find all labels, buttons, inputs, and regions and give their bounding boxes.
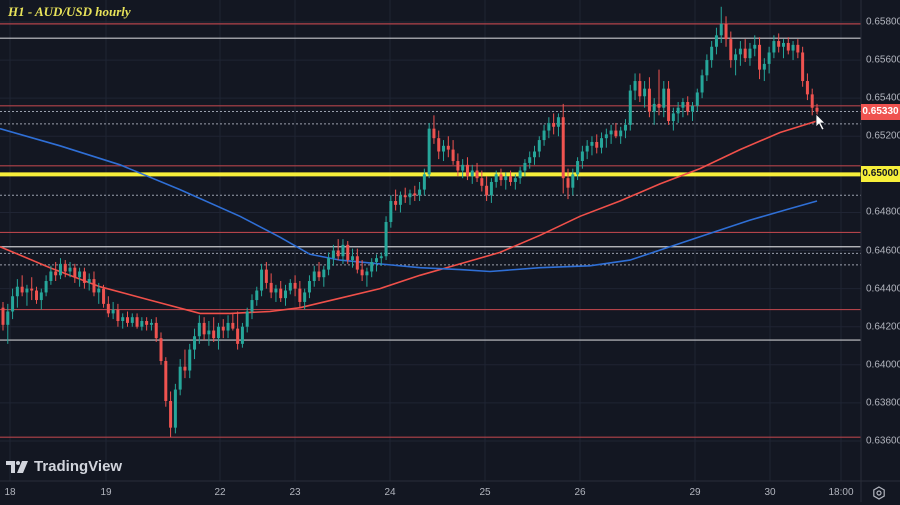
time-axis-label: 18:00 [828, 487, 854, 498]
mouse-cursor-icon [815, 113, 826, 131]
candlesticks [1, 6, 819, 438]
price-axis-label: 0.65600 [866, 54, 900, 66]
price-axis-label: 0.64200 [866, 321, 900, 333]
chart-title: H1 - AUD/USD hourly [8, 4, 131, 19]
tradingview-logo-icon [6, 460, 28, 473]
price-axis-label: 0.63800 [866, 397, 900, 409]
gear-hexagon-icon [873, 486, 885, 500]
chart-settings-button[interactable] [872, 486, 886, 500]
time-axis-label: 25 [479, 487, 491, 498]
brand-name: TradingView [34, 458, 123, 475]
time-axis-label: 29 [689, 487, 701, 498]
key-level-tag: 0.65000 [861, 166, 900, 183]
price-axis-label: 0.64600 [866, 245, 900, 257]
price-axis-label: 0.65400 [866, 92, 900, 104]
price-axis-label: 0.65800 [866, 16, 900, 28]
price-axis-label: 0.65200 [866, 130, 900, 142]
price-axis-label: 0.63600 [866, 435, 900, 447]
time-axis-label: 30 [764, 487, 776, 498]
time-axis-label: 24 [384, 487, 396, 498]
time-axis-label: 23 [289, 487, 301, 498]
time-axis-label: 26 [574, 487, 586, 498]
current-price-tag: 0.65330 [861, 103, 900, 120]
time-axis-label: 18 [4, 487, 16, 498]
price-axis-label: 0.64800 [866, 206, 900, 218]
grid-lines [0, 0, 861, 481]
time-axis-label: 22 [214, 487, 226, 498]
price-axis-label: 0.64400 [866, 283, 900, 295]
tradingview-logo: TradingView [6, 458, 122, 475]
moving-averages [0, 120, 818, 315]
price-axis-label: 0.64000 [866, 359, 900, 371]
horizontal-levels [0, 23, 861, 438]
time-axis-label: 19 [100, 487, 112, 498]
